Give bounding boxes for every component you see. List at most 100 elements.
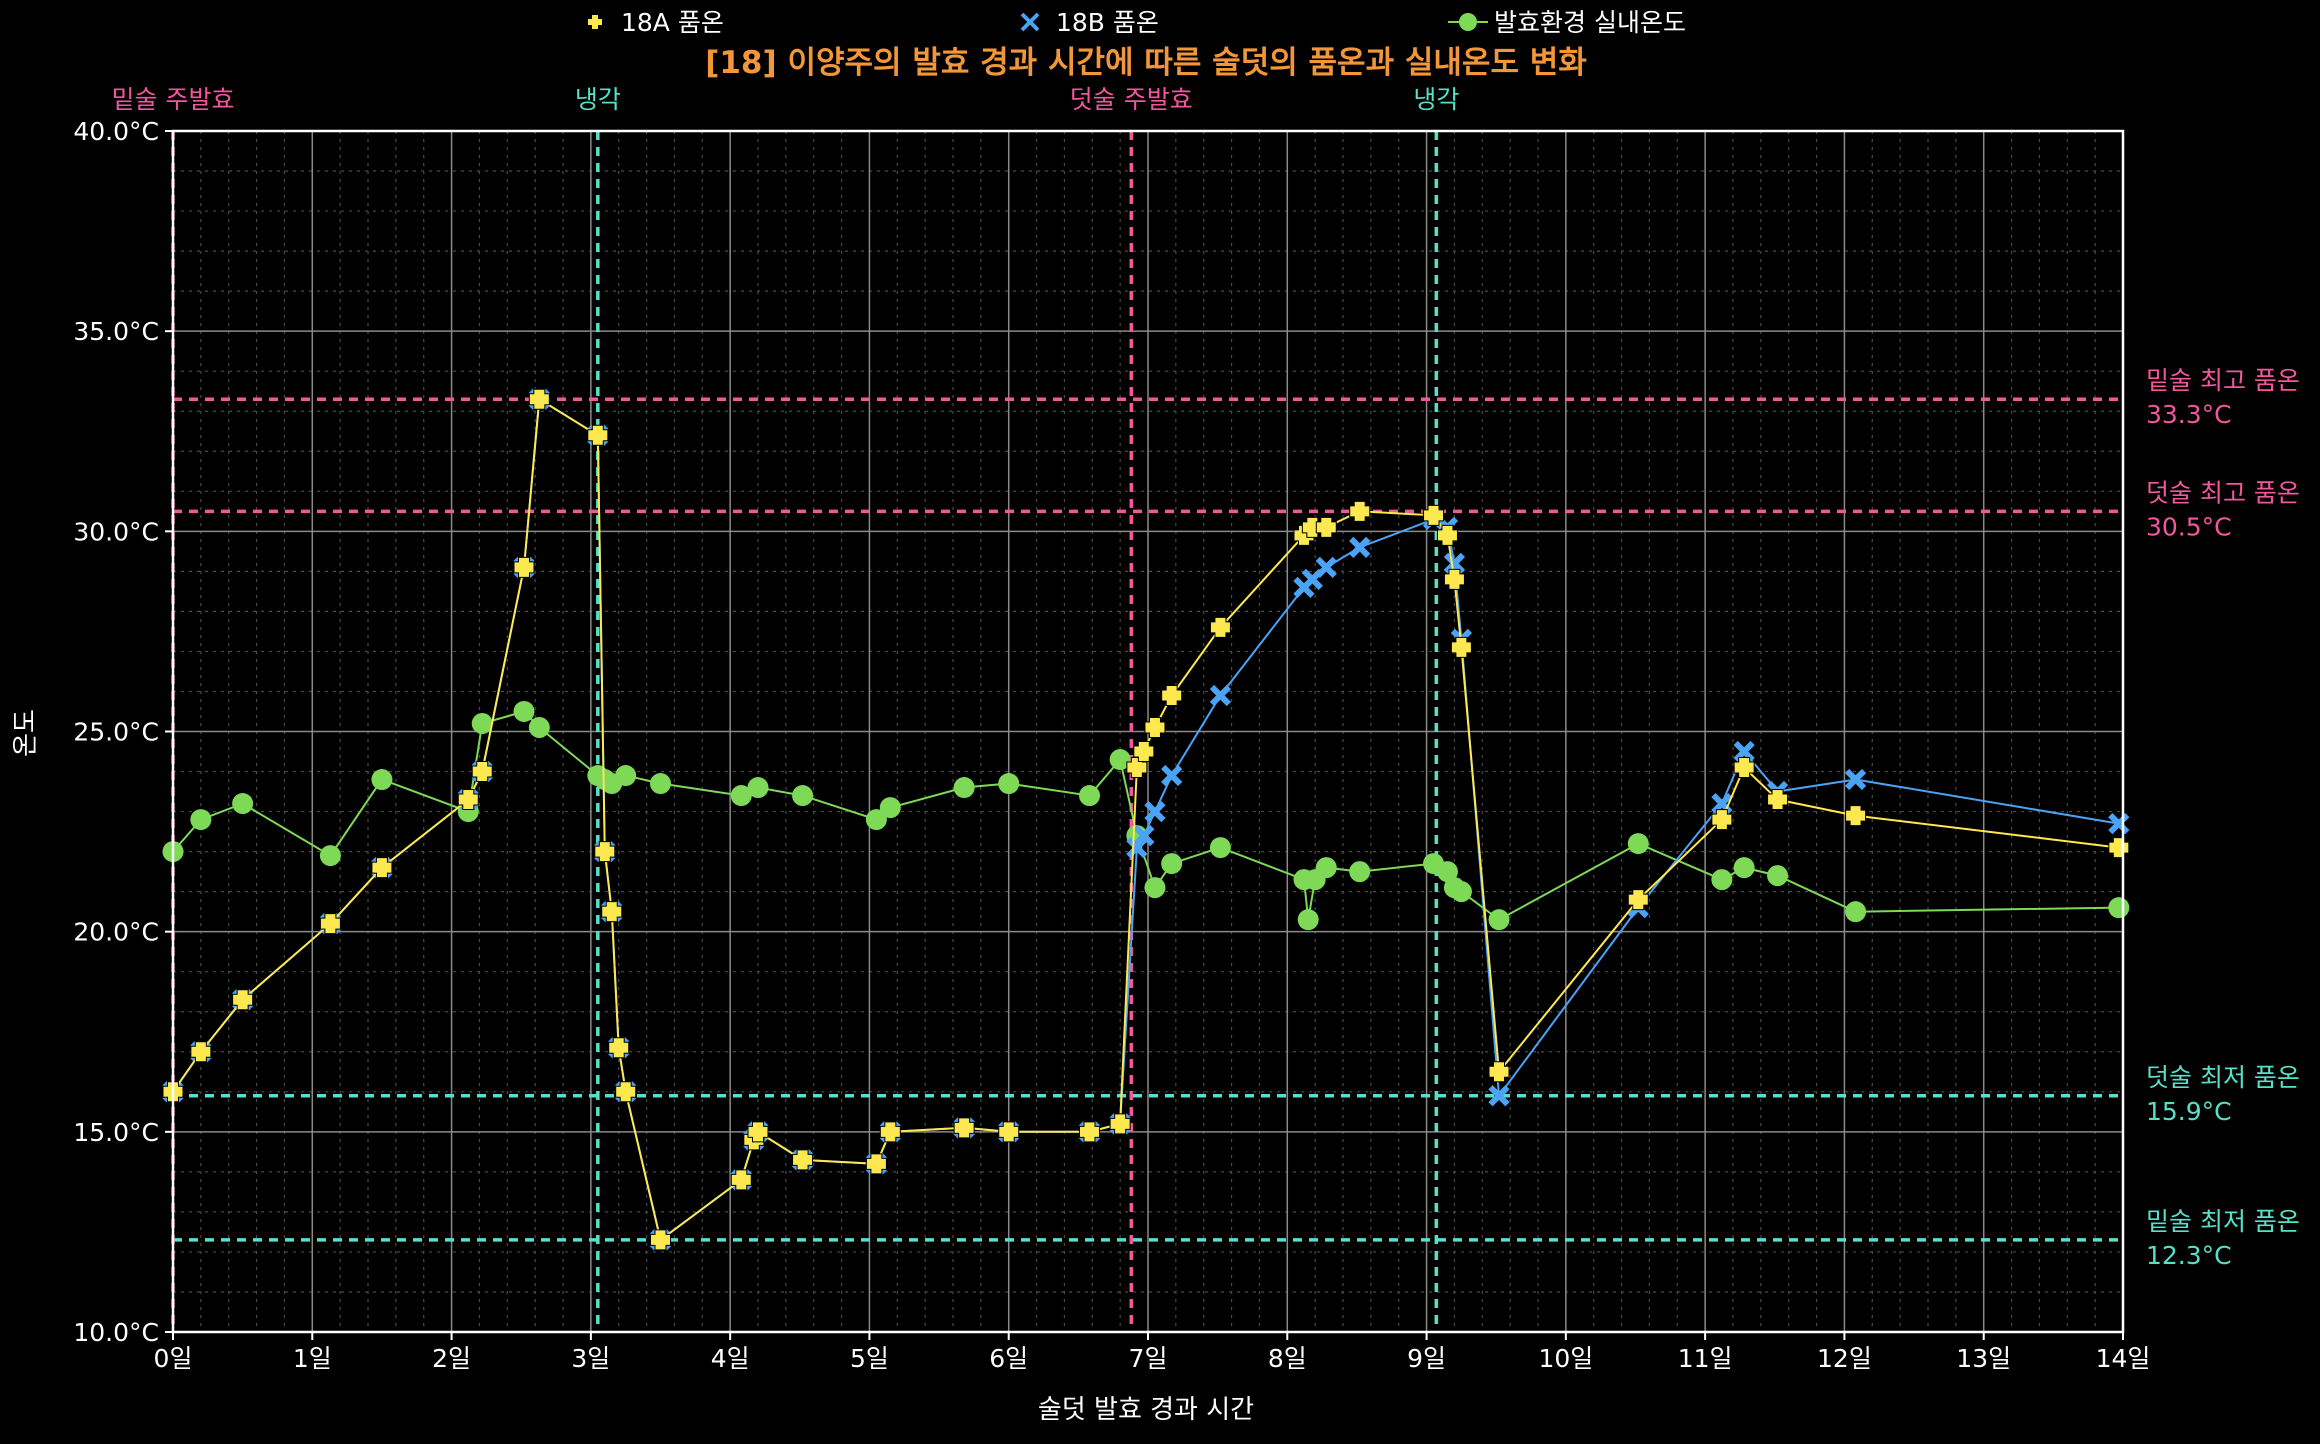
x-tick-label: 1일 [293, 1344, 332, 1373]
data-point [371, 857, 393, 879]
legend-label: 18B 품온 [1056, 8, 1159, 37]
data-point-stroke-2 [1209, 684, 1232, 707]
data-point [601, 901, 623, 923]
data-point [1488, 1061, 1510, 1083]
data-point [615, 765, 637, 787]
data-point [1126, 757, 1148, 779]
reference-vline-label: 밑술 주발효 [112, 85, 235, 114]
data-point [1443, 568, 1465, 590]
data-point [587, 424, 609, 446]
y-tick-label: 30.0°C [73, 517, 159, 546]
data-point [1450, 636, 1472, 658]
y-tick-label: 40.0°C [73, 117, 159, 146]
data-point [998, 1121, 1020, 1143]
data-point [1161, 684, 1183, 706]
reference-hline-value: 12.3°C [2146, 1241, 2232, 1270]
data-point [747, 1121, 769, 1143]
data-point [1297, 909, 1319, 931]
data-point [1133, 741, 1155, 763]
data-point [1209, 837, 1231, 859]
data-point [1349, 861, 1371, 883]
data-point [1845, 805, 1867, 827]
data-point [865, 809, 887, 831]
y-tick-label: 15.0°C [73, 1118, 159, 1147]
data-point [471, 761, 493, 783]
data-point [528, 716, 550, 738]
data-point [232, 793, 254, 815]
data-point [1733, 757, 1755, 779]
data-point [1315, 857, 1337, 879]
data-point [1767, 865, 1789, 887]
data-point-stroke-2 [1161, 764, 1183, 787]
legend-item: 18B 품온 [1020, 8, 1159, 37]
data-point [1349, 500, 1371, 522]
series-0 [162, 388, 2130, 1251]
data-point [371, 769, 393, 791]
x-tick-label: 2일 [432, 1344, 471, 1373]
legend-x-stroke-2 [1020, 12, 1040, 32]
x-tick-label: 9일 [1407, 1344, 1446, 1373]
data-point-stroke-2 [1349, 536, 1371, 558]
data-point [1079, 785, 1100, 807]
x-tick-label: 6일 [989, 1344, 1028, 1373]
reference-hline-label: 밑술 최고 품온 [2146, 366, 2300, 395]
x-tick-label: 8일 [1268, 1344, 1307, 1373]
data-point [1733, 857, 1755, 879]
legend-item: 발효환경 실내온도 [1448, 8, 1686, 37]
data-point [319, 913, 341, 935]
data-point [457, 789, 479, 811]
data-point [953, 1117, 975, 1139]
data-point [747, 777, 769, 799]
data-point [471, 712, 493, 734]
data-point [730, 785, 752, 807]
data-point [528, 388, 550, 410]
data-point [1711, 809, 1733, 831]
data-point [1144, 800, 1166, 823]
y-tick-label: 35.0°C [73, 317, 159, 346]
x-tick-label: 14일 [2096, 1344, 2151, 1373]
data-point [1844, 768, 1867, 791]
data-point-stroke-2 [1844, 768, 1867, 791]
data-point [1436, 524, 1458, 546]
data-point [1767, 789, 1789, 811]
series-2 [162, 700, 2130, 931]
data-point-stroke-2 [1133, 824, 1155, 847]
data-point [190, 1041, 212, 1063]
data-point [1711, 869, 1733, 891]
reference-vline-label: 냉각 [1413, 85, 1459, 114]
legend-circle-icon [1459, 13, 1477, 31]
x-tick-label: 11일 [1678, 1344, 1733, 1373]
data-point [865, 1153, 887, 1175]
data-point [953, 777, 975, 799]
x-tick-label: 3일 [571, 1344, 610, 1373]
data-point [879, 1121, 901, 1143]
reference-vline-label: 냉각 [575, 85, 621, 114]
data-point [1209, 616, 1231, 638]
data-point [1488, 909, 1510, 931]
legend-item: 18A 품온 [588, 8, 724, 37]
data-point-stroke-2 [1126, 836, 1148, 859]
data-point [1209, 684, 1232, 707]
data-point-stroke-2 [1488, 1085, 1510, 1107]
data-point [1079, 1121, 1100, 1143]
data-point [1126, 836, 1148, 859]
chart-title: [18] 이양주의 발효 경과 시간에 따른 술덧의 품온과 실내온도 변화 [705, 45, 1587, 81]
data-point-stroke-2 [1315, 556, 1337, 578]
data-point [1450, 881, 1472, 903]
data-point [615, 1081, 637, 1103]
data-point [730, 1169, 752, 1191]
data-point [1109, 749, 1131, 771]
data-point [1133, 824, 1155, 847]
data-point [998, 773, 1020, 795]
data-point [1144, 877, 1166, 899]
data-point [319, 845, 341, 867]
data-point [1161, 853, 1183, 875]
y-tick-label: 10.0°C [73, 1318, 159, 1347]
x-tick-label: 0일 [154, 1344, 193, 1373]
x-tick-label: 4일 [711, 1344, 750, 1373]
reference-hline-value: 33.3°C [2146, 400, 2232, 429]
data-point [1845, 901, 1867, 923]
legend-marker [588, 15, 602, 29]
data-point [1436, 861, 1458, 883]
data-point [1423, 504, 1445, 526]
